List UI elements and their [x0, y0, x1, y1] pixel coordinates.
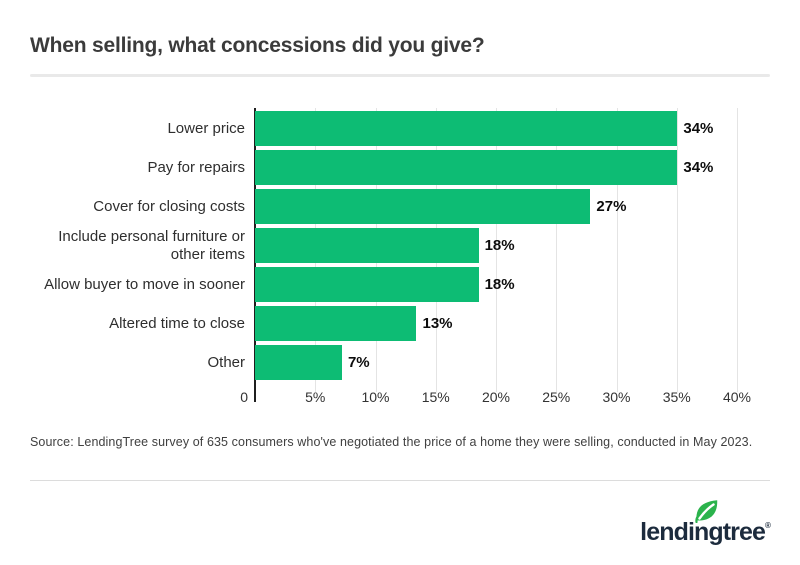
bar-row: Other 7%	[30, 345, 770, 380]
page-title: When selling, what concessions did you g…	[30, 34, 485, 57]
axis-spacer	[30, 380, 255, 408]
bar-row: Allow buyer to move in sooner 18%	[30, 267, 770, 302]
category-label: Altered time to close	[109, 314, 245, 332]
bar-track: 34%	[255, 150, 737, 185]
bar-chart: Lower price 34% Pay for repairs 34% Cove…	[30, 108, 770, 408]
x-tick-label: 0	[240, 389, 248, 405]
logo-text: lendingtree	[640, 518, 766, 546]
value-label: 34%	[683, 159, 714, 176]
bar	[255, 111, 678, 146]
bar-row: Lower price 34%	[30, 111, 770, 146]
category-label: Other	[207, 353, 245, 371]
bar-track: 7%	[255, 345, 737, 380]
bar	[255, 150, 678, 185]
bar	[255, 189, 591, 224]
bar	[255, 345, 342, 380]
bar	[255, 306, 417, 341]
footer-divider	[30, 480, 770, 481]
category-label: Lower price	[167, 119, 245, 137]
registered-mark: ®	[765, 521, 771, 530]
bar-track: 18%	[255, 228, 737, 264]
value-label: 18%	[484, 237, 515, 255]
title-divider	[30, 74, 770, 77]
x-tick-label: 15%	[421, 389, 450, 405]
value-label: 18%	[484, 276, 515, 293]
category-label: Include personal furniture or other item…	[58, 228, 245, 263]
x-tick-label: 25%	[542, 389, 571, 405]
value-label: 7%	[347, 354, 370, 371]
bar-row: Include personal furniture or other item…	[30, 228, 770, 264]
bar-track: 34%	[255, 111, 737, 146]
bar-row: Altered time to close 13%	[30, 306, 770, 341]
x-tick-label: 40%	[722, 389, 752, 405]
value-label: 13%	[422, 315, 453, 332]
bar	[255, 228, 479, 264]
x-axis: 0 5% 10% 15% 20% 25% 30% 35% 40%	[30, 380, 770, 408]
source-note: Source: LendingTree survey of 635 consum…	[30, 435, 753, 449]
lendingtree-logo: lendingtree®	[640, 500, 771, 546]
value-label: 27%	[596, 198, 627, 215]
x-tick-label: 20%	[481, 389, 511, 405]
bar-track: 18%	[255, 267, 737, 302]
x-tick-label: 30%	[602, 389, 631, 405]
bar-track: 13%	[255, 306, 737, 341]
category-label: Allow buyer to move in sooner	[44, 275, 245, 293]
category-label: Pay for repairs	[147, 158, 245, 176]
bar-row: Cover for closing costs 27%	[30, 189, 770, 224]
category-label: Cover for closing costs	[93, 197, 245, 215]
bar	[255, 267, 479, 302]
x-tick-label: 35%	[662, 389, 691, 405]
bar-track: 27%	[255, 189, 737, 224]
bar-row: Pay for repairs 34%	[30, 150, 770, 185]
value-label: 34%	[683, 120, 714, 137]
x-tick-label: 5%	[305, 389, 326, 405]
logo-wordmark: lendingtree®	[640, 500, 771, 546]
bar-rows: Lower price 34% Pay for repairs 34% Cove…	[30, 108, 770, 380]
x-axis-ticks: 0 5% 10% 15% 20% 25% 30% 35% 40%	[240, 380, 751, 408]
x-tick-label: 10%	[361, 389, 390, 405]
leaf-icon	[695, 500, 718, 523]
